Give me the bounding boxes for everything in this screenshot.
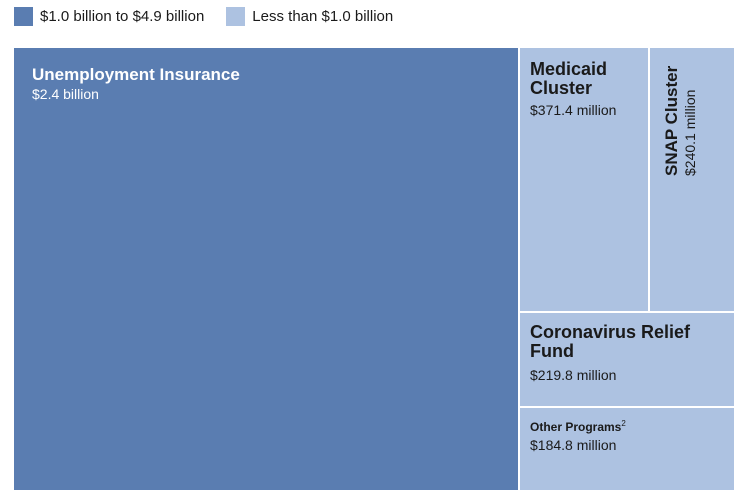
tile-label-other-programs-text: Other Programs	[530, 420, 622, 434]
tile-medicaid-cluster: Medicaid Cluster $371.4 million	[520, 48, 648, 311]
tile-label-unemployment-insurance: Unemployment Insurance	[32, 65, 240, 84]
tile-amount-medicaid-cluster: $371.4 million	[530, 101, 617, 118]
legend-item-small: Less than $1.0 billion	[226, 6, 394, 26]
tile-coronavirus-relief-fund: Coronavirus Relief Fund $219.8 million	[520, 313, 734, 406]
legend-swatch-small	[226, 6, 246, 26]
tile-snap-cluster: SNAP Cluster $240.1 million	[650, 48, 734, 311]
tile-label-medicaid-cluster: Medicaid Cluster	[530, 59, 608, 99]
legend-label-small: Less than $1.0 billion	[252, 7, 394, 25]
tile-unemployment-insurance: Unemployment Insurance $2.4 billion	[14, 48, 518, 490]
legend: $1.0 billion to $4.9 billion Less than $…	[14, 6, 415, 26]
legend-label-large: $1.0 billion to $4.9 billion	[40, 7, 205, 25]
tile-label-other-programs: Other Programs2	[530, 419, 734, 434]
tile-label-snap-cluster: SNAP Cluster	[662, 65, 681, 176]
tile-amount-unemployment-insurance: $2.4 billion	[32, 86, 99, 103]
legend-item-large: $1.0 billion to $4.9 billion	[14, 6, 205, 26]
footnote-marker: 2	[621, 419, 626, 428]
tile-other-programs: Other Programs2 $184.8 million	[520, 408, 734, 490]
treemap: Unemployment Insurance $2.4 billion Medi…	[14, 48, 734, 490]
tile-amount-coronavirus-relief-fund: $219.8 million	[530, 366, 617, 383]
tile-snap-rotated-text: SNAP Cluster $240.1 million	[662, 66, 698, 176]
legend-swatch-large	[14, 6, 33, 26]
tile-amount-snap-cluster: $240.1 million	[682, 89, 698, 176]
tile-amount-other-programs: $184.8 million	[530, 436, 617, 453]
tile-label-coronavirus-relief-fund: Coronavirus Relief Fund	[530, 322, 691, 362]
